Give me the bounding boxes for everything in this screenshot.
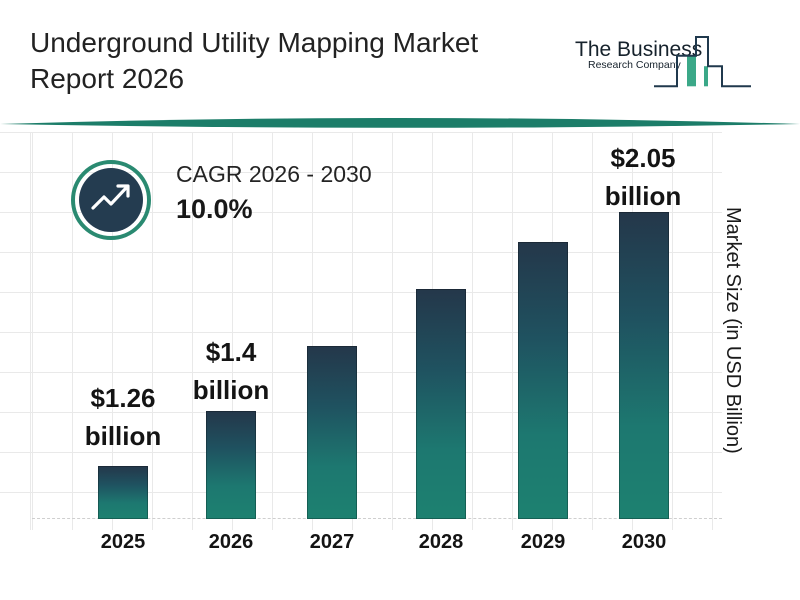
svg-text:Research Company: Research Company — [588, 59, 682, 71]
svg-text:The Business: The Business — [575, 38, 702, 61]
